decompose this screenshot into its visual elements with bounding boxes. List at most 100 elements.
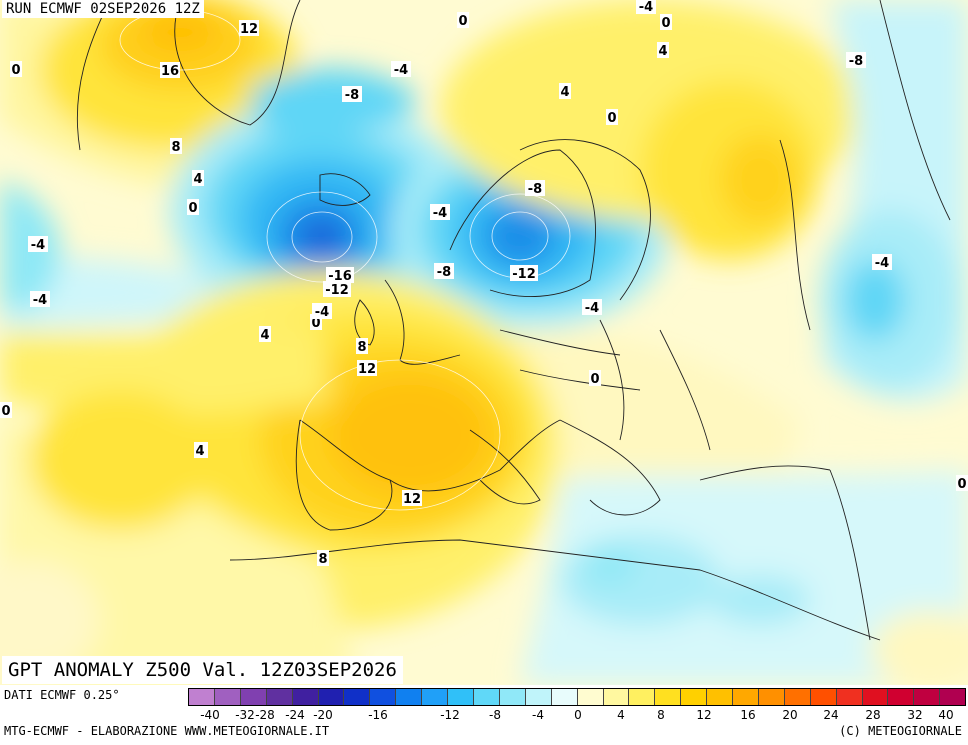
contour-label: -8 — [528, 182, 542, 197]
data-source-label: DATI ECMWF 0.25° — [4, 688, 120, 702]
legend-swatch — [836, 689, 863, 705]
legend-tick-label: 8 — [657, 708, 665, 722]
contour-label: -8 — [437, 265, 451, 280]
contour-label: -4 — [875, 256, 889, 271]
legend-swatch — [422, 689, 449, 705]
legend-tick-label: 12 — [696, 708, 712, 722]
contour-label-bg — [342, 86, 362, 102]
legend-swatch — [862, 689, 889, 705]
contour-label: -8 — [849, 54, 863, 69]
legend-swatch — [551, 689, 578, 705]
legend-tick-label: 32 — [907, 708, 923, 722]
contour-label-bg — [312, 303, 332, 319]
contour-label-bg — [402, 490, 422, 506]
contour-label: 12 — [403, 492, 421, 507]
legend-swatch — [292, 689, 319, 705]
legend-tick-label: 24 — [823, 708, 839, 722]
contour-label: 4 — [193, 172, 202, 187]
contour-label-bg — [192, 170, 204, 186]
contour-label: 4 — [658, 44, 667, 59]
contour-label-bg — [170, 138, 182, 154]
legend-tick-label: 20 — [782, 708, 798, 722]
contour-label: 8 — [357, 340, 366, 355]
contour-label: 12 — [358, 362, 376, 377]
contour-label: 4 — [195, 444, 204, 459]
legend-swatch — [810, 689, 837, 705]
contour-label-bg — [160, 62, 180, 78]
legend-swatch — [603, 689, 630, 705]
legend-ticks: -40 -32 -28 -24 -20 -16 -12 -8 -4 0 4 8 12 16 20 24 28 32… — [188, 708, 966, 724]
contour-label-bg — [956, 475, 968, 491]
contour-label: 0 — [661, 16, 670, 31]
legend-tick-label: 0 — [574, 708, 582, 722]
contour-label: 0 — [458, 14, 467, 29]
contour-label-bg — [317, 550, 329, 566]
contour-label: 0 — [957, 477, 966, 492]
contour-label-bg — [194, 442, 206, 458]
contour-label-bg — [323, 281, 351, 297]
contour-label-bg — [660, 14, 672, 30]
contour-label-bg — [872, 254, 892, 270]
legend-tick-label: -24 — [285, 708, 305, 722]
legend-tick-label: -28 — [255, 708, 275, 722]
legend-swatch — [266, 689, 293, 705]
legend-swatch — [707, 689, 734, 705]
legend-swatch — [499, 689, 526, 705]
contour-label-bg — [846, 52, 866, 68]
contour-label: 12 — [240, 22, 258, 37]
legend-tick-label: 16 — [740, 708, 756, 722]
contour-label-bg — [606, 109, 618, 125]
legend-swatch — [240, 689, 267, 705]
legend-swatch — [655, 689, 682, 705]
contour-label: 0 — [188, 201, 197, 216]
contour-label-bg — [636, 0, 656, 14]
contour-label-bg — [0, 402, 12, 418]
contour-label-bg — [30, 291, 50, 307]
product-title: GPT ANOMALY Z500 Val. 12Z03SEP2026 — [2, 656, 403, 684]
contour-label-bg — [582, 299, 602, 315]
legend-swatch — [681, 689, 708, 705]
run-title: RUN ECMWF 02SEP2026 12Z — [2, 0, 204, 18]
legend-swatch — [396, 689, 423, 705]
legend-tick-label: 28 — [865, 708, 881, 722]
contour-label: -8 — [345, 88, 359, 103]
color-legend — [188, 688, 966, 706]
legend-swatch — [888, 689, 915, 705]
contour-label-bg — [357, 360, 377, 376]
contour-label: 0 — [590, 372, 599, 387]
contour-label: -12 — [325, 283, 349, 298]
legend-tick-label: -20 — [313, 708, 333, 722]
contour-label: 0 — [311, 316, 320, 331]
legend-swatch — [344, 689, 371, 705]
contour-label-bg — [657, 42, 669, 58]
legend-swatch — [940, 689, 966, 705]
legend-swatch — [318, 689, 345, 705]
contour-label: 4 — [260, 328, 269, 343]
legend-swatch — [914, 689, 941, 705]
legend-tick-label: -40 — [200, 708, 220, 722]
contour-label: -4 — [433, 206, 447, 221]
contour-label: -16 — [328, 269, 352, 284]
contour-label: 0 — [607, 111, 616, 126]
legend-swatch — [473, 689, 500, 705]
contour-label: -4 — [315, 305, 329, 320]
legend-swatch — [214, 689, 241, 705]
legend-swatch — [448, 689, 474, 705]
contour-label: 0 — [1, 404, 10, 419]
legend-swatch — [758, 689, 785, 705]
contour-label-bg — [356, 338, 368, 354]
contour-label-bg — [326, 267, 354, 283]
contour-label-bg — [559, 83, 571, 99]
contour-label: -4 — [585, 301, 599, 316]
legend-swatch — [733, 689, 759, 705]
copyright-text: (C) METEOGIORNALE — [839, 724, 962, 738]
legend-swatch — [189, 689, 215, 705]
contour-label: 0 — [11, 63, 20, 78]
legend-swatch — [525, 689, 552, 705]
contour-label: -4 — [639, 0, 653, 15]
contour-label: -4 — [33, 293, 47, 308]
contour-label-bg — [10, 61, 22, 77]
contour-label: 4 — [560, 85, 569, 100]
contour-label-bg — [589, 370, 601, 386]
